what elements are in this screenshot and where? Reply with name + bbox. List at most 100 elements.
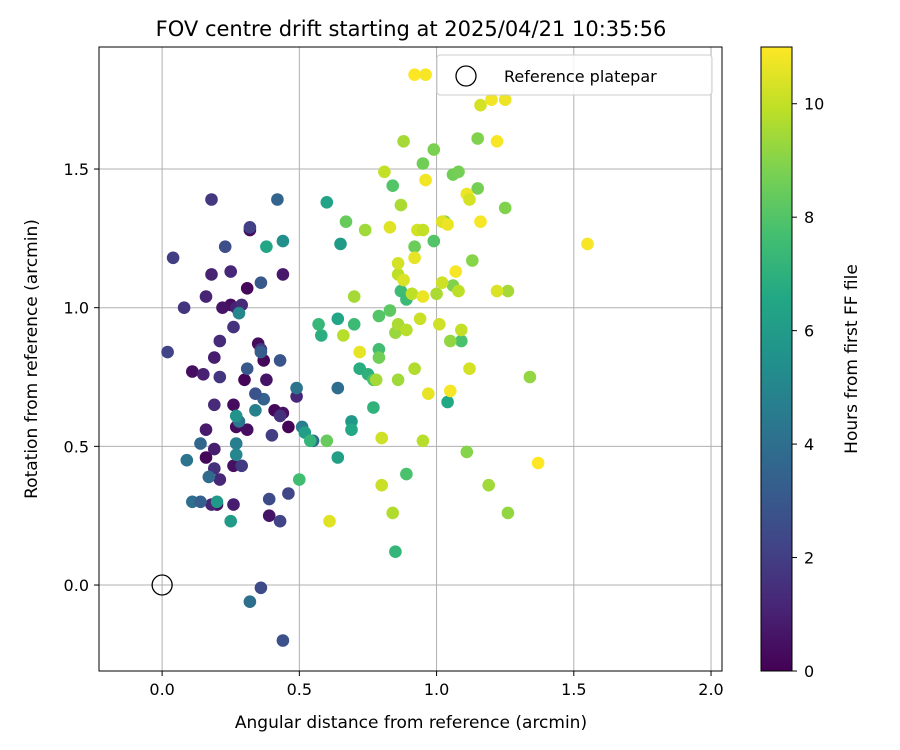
colorbar-tick-label: 10 (804, 95, 824, 114)
scatter-point (208, 351, 221, 364)
scatter-point (463, 362, 476, 376)
scatter-point (224, 265, 237, 278)
legend: Reference platepar (436, 54, 713, 96)
scatter-point (262, 492, 276, 506)
scatter-point (213, 473, 227, 486)
scatter-point (331, 381, 345, 395)
x-tick-label: 0.0 (149, 680, 174, 699)
scatter-point (205, 193, 218, 206)
scatter-point (229, 448, 243, 462)
scatter-point (452, 165, 465, 179)
scatter-point (389, 545, 402, 558)
scatter-point (400, 467, 413, 481)
scatter-point (498, 201, 512, 215)
scatter-point (194, 437, 207, 450)
scatter-point (249, 404, 262, 417)
x-axis-ticks: 0.0 0.5 1.0 1.5 2.0 (149, 671, 724, 699)
scatter-point (416, 157, 430, 170)
scatter-point (460, 445, 474, 459)
scatter-point (260, 373, 273, 387)
scatter-point (427, 143, 441, 156)
scatter-point (331, 312, 345, 326)
scatter-point (205, 268, 218, 281)
scatter-point (271, 193, 284, 206)
scatter-point (375, 478, 389, 492)
scatter-point (276, 634, 290, 647)
scatter-point (218, 240, 232, 253)
scatter-point (282, 487, 295, 500)
scatter-point (216, 301, 229, 315)
scatter-point (273, 514, 287, 528)
scatter-point (282, 420, 295, 434)
scatter-point (197, 368, 210, 381)
scatter-points (161, 68, 594, 647)
scatter-point (276, 234, 290, 248)
y-axis-ticks: 0.0 0.5 1.0 1.5 (64, 160, 99, 595)
y-tick-label: 0.5 (64, 437, 89, 456)
scatter-point (383, 304, 397, 317)
scatter-point (449, 265, 463, 278)
scatter-point (490, 284, 504, 298)
scatter-point (482, 478, 496, 492)
scatter-point (262, 509, 276, 522)
scatter-point (227, 320, 240, 334)
scatter-point (405, 287, 419, 301)
scatter-point (419, 173, 432, 187)
scatter-point (339, 215, 353, 228)
scatter-point (397, 135, 410, 148)
legend-marker-reference (455, 65, 477, 87)
scatter-point (194, 495, 207, 509)
scatter-point (213, 334, 227, 348)
scatter-point (254, 345, 268, 359)
scatter-point (229, 437, 243, 450)
scatter-point (265, 429, 279, 442)
legend-frame (436, 54, 713, 96)
scatter-point (240, 362, 254, 376)
colorbar-tick-label: 4 (804, 435, 814, 454)
scatter-point (208, 398, 221, 412)
scatter-point (455, 334, 468, 348)
scatter-point (254, 581, 268, 595)
x-axis-label: Angular distance from reference (arcmin) (235, 713, 587, 733)
scatter-point (427, 234, 441, 248)
scatter-point (180, 453, 194, 467)
scatter-point (386, 179, 400, 192)
scatter-point (372, 351, 386, 364)
scatter-point (347, 290, 361, 303)
scatter-point (498, 93, 512, 106)
scatter-point (408, 240, 421, 253)
scatter-point (235, 459, 248, 473)
y-tick-label: 1.0 (64, 299, 89, 318)
scatter-point (243, 595, 257, 608)
colorbar-gradient (760, 46, 793, 672)
scatter-point (408, 251, 421, 265)
scatter-point (369, 373, 383, 387)
scatter-point (463, 193, 476, 206)
colorbar-tick-label: 2 (804, 549, 814, 568)
scatter-point (345, 423, 358, 437)
scatter-point (416, 434, 430, 448)
scatter-point (378, 165, 391, 179)
scatter-point (466, 254, 479, 267)
colorbar-ticks: 0 2 4 6 8 10 (792, 95, 824, 681)
scatter-point (386, 506, 400, 520)
legend-entry-reference: Reference platepar (504, 67, 657, 86)
scatter-point (422, 387, 435, 401)
scatter-point (471, 182, 485, 195)
scatter-point (273, 354, 287, 367)
scatter-point (430, 287, 443, 301)
scatter-point (435, 276, 449, 290)
scatter-point (416, 223, 430, 237)
scatter-point (312, 318, 325, 331)
scatter-point (485, 93, 498, 106)
scatter-point (474, 215, 487, 228)
scatter-point (232, 306, 246, 320)
scatter-point (337, 329, 350, 342)
scatter-point (441, 395, 454, 409)
scatter-point (249, 387, 262, 401)
scatter-point (273, 409, 287, 423)
scatter-point (199, 423, 213, 437)
scatter-point (229, 409, 243, 423)
x-tick-label: 1.0 (424, 680, 449, 699)
scatter-point (408, 68, 421, 81)
